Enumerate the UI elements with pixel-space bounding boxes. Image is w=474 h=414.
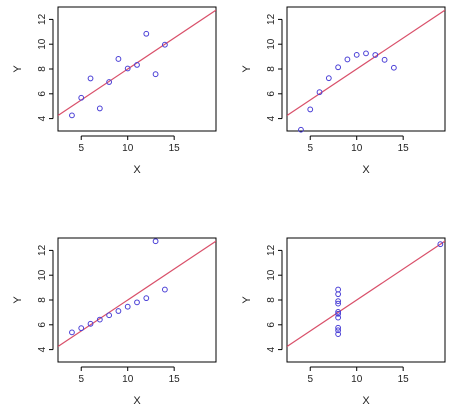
data-point [69,329,75,336]
y-tick-label: 12 [266,244,277,256]
y-tick-label: 4 [266,115,277,121]
data-point [335,314,342,321]
data-point [307,106,314,113]
data-point [152,71,159,78]
scatter-panel-1: 5 10 15 4 6 8 10 12 X Y [12,6,217,176]
data-point [316,89,323,96]
y-tick-label: 12 [37,244,48,256]
data-point [161,286,168,293]
data-point [69,112,75,119]
x-tick-label: 5 [78,143,84,154]
plot-frame [286,6,446,132]
data-point [143,30,150,37]
data-point [106,79,113,85]
data-point [335,64,342,71]
data-point [335,310,342,317]
y-tick-label: 8 [37,297,48,303]
y-tick-label: 8 [266,66,277,72]
data-point [298,126,304,133]
y-tick-label: 10 [266,38,277,50]
data-point [353,51,360,58]
x-tick-label: 15 [169,143,181,154]
data-point [78,94,85,101]
x-tick-label: 10 [122,374,134,385]
data-point [335,309,342,315]
x-tick-label: 5 [307,374,313,385]
data-point [96,105,103,112]
x-tick-label: 10 [351,143,363,154]
data-point [143,295,150,302]
y-tick-label: 6 [266,91,277,97]
data-point [335,291,342,298]
y-tick-label: 8 [37,66,48,72]
data-point [390,64,397,71]
y-tick-label: 12 [266,13,277,25]
y-tick-label: 6 [37,91,48,97]
plot-frame [57,6,217,132]
data-point [96,316,103,323]
data-point [152,238,159,245]
data-point [335,327,342,334]
x-tick-label: 10 [122,143,134,154]
y-tick-label: 10 [266,269,277,281]
y-tick-label: 12 [37,13,48,25]
y-tick-label: 4 [37,346,48,352]
data-point [87,320,94,327]
data-point [106,312,113,319]
data-point [372,52,379,58]
data-point [124,303,131,310]
data-point [335,324,342,331]
y-tick-label: 10 [37,269,48,281]
y-tick-label: 4 [266,346,277,352]
regression-line [58,240,216,347]
x-axis-title: X [362,395,370,407]
data-point [363,50,369,57]
data-point [87,75,94,82]
data-point [78,325,85,332]
y-axis-title: Y [12,65,24,73]
y-axis-title: Y [241,65,253,73]
scatter-panel-4: 5 10 15 4 6 8 10 12 X Y [241,237,446,407]
data-point [335,331,342,338]
y-tick-label: 6 [266,322,277,328]
data-point [335,298,342,305]
x-tick-label: 15 [169,374,181,385]
x-tick-label: 5 [78,374,84,385]
regression-line [287,9,445,116]
scatter-panel-3: 5 10 15 4 6 8 10 12 X Y [12,237,217,407]
regression-line [287,240,445,347]
x-tick-label: 15 [398,374,410,385]
data-point [344,56,351,63]
y-axis-title: Y [241,296,253,304]
y-tick-label: 4 [37,115,48,121]
plot-frame [57,237,217,363]
data-point [124,65,131,72]
x-tick-label: 5 [307,143,313,154]
scatter-panel-2: 5 10 15 4 6 8 10 12 X Y [241,6,446,176]
y-tick-label: 8 [266,297,277,303]
plot-frame [286,237,446,363]
data-point [134,299,140,306]
data-point [325,75,332,82]
data-point [115,308,122,314]
x-tick-label: 10 [351,374,363,385]
y-axis-title: Y [12,296,24,304]
x-axis-title: X [133,164,141,176]
data-point [115,56,122,62]
data-point [335,286,342,293]
x-axis-title: X [133,395,141,407]
x-axis-title: X [362,164,370,176]
data-point [161,41,168,48]
data-point [381,56,388,63]
data-point [134,62,140,68]
y-tick-label: 10 [37,38,48,50]
x-tick-label: 15 [398,143,410,154]
data-point [437,241,444,248]
data-point [335,300,342,307]
y-tick-label: 6 [37,322,48,328]
